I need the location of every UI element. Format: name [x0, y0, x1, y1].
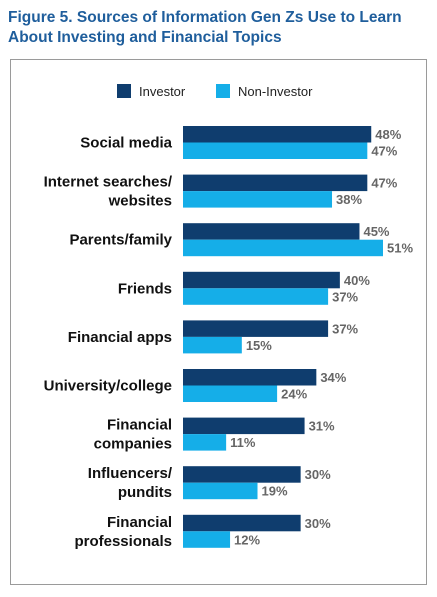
value-label-non-investor: 11%	[230, 435, 256, 450]
bar-non-investor	[183, 239, 383, 257]
value-label-non-investor: 47%	[371, 144, 397, 159]
category-label: Friends	[118, 280, 172, 297]
value-label-investor: 30%	[305, 467, 331, 482]
category-label: Financial apps	[68, 329, 172, 346]
bar-investor	[183, 514, 301, 532]
legend-swatch-investor	[117, 84, 131, 98]
bar-non-investor	[183, 385, 278, 402]
category-label: University/college	[44, 378, 172, 395]
value-label-investor: 37%	[332, 321, 358, 336]
bar-non-investor	[183, 288, 329, 305]
chart-title: Figure 5. Sources of Information Gen Zs …	[8, 9, 402, 46]
category-label: Financial professionals	[74, 514, 172, 550]
value-label-investor: 30%	[305, 516, 331, 531]
bar-non-investor	[183, 191, 333, 208]
category-label: Influencers/pundits	[88, 465, 173, 501]
value-label-non-investor: 15%	[246, 338, 272, 353]
bar-investor	[183, 417, 305, 435]
bar-investor	[183, 223, 360, 240]
bar-investor	[183, 369, 317, 386]
value-label-investor: 40%	[344, 273, 370, 288]
value-label-non-investor: 24%	[281, 387, 307, 402]
bar-non-investor	[183, 482, 258, 500]
category-label: Financial companies	[94, 417, 172, 453]
bar-investor	[183, 466, 301, 483]
bar-investor	[183, 271, 340, 289]
value-label-non-investor: 12%	[234, 532, 260, 547]
bar-investor	[183, 320, 329, 337]
legend-swatch-non-investor	[216, 84, 230, 98]
value-label-investor: 47%	[371, 176, 397, 191]
category-label: Social media	[80, 135, 172, 152]
value-label-non-investor: 19%	[262, 484, 288, 499]
value-label-investor: 31%	[309, 419, 335, 434]
bar-non-investor	[183, 434, 227, 451]
category-label: Internet searches/websites	[44, 174, 173, 210]
value-label-non-investor: 38%	[336, 192, 362, 207]
chart-frame	[10, 59, 427, 585]
value-label-investor: 34%	[320, 370, 346, 385]
bar-investor	[183, 126, 372, 143]
bar-non-investor	[183, 531, 231, 548]
value-label-non-investor: 37%	[332, 289, 358, 304]
bar-non-investor	[183, 142, 368, 159]
value-label-non-investor: 51%	[387, 241, 413, 256]
bar-non-investor	[183, 336, 242, 354]
value-label-investor: 45%	[363, 224, 389, 239]
value-label-investor: 48%	[375, 127, 401, 142]
legend-label-investor: Investor	[139, 84, 186, 99]
bar-investor	[183, 174, 368, 192]
category-label: Parents/family	[69, 232, 172, 249]
legend-label-non-investor: Non-Investor	[238, 84, 313, 99]
